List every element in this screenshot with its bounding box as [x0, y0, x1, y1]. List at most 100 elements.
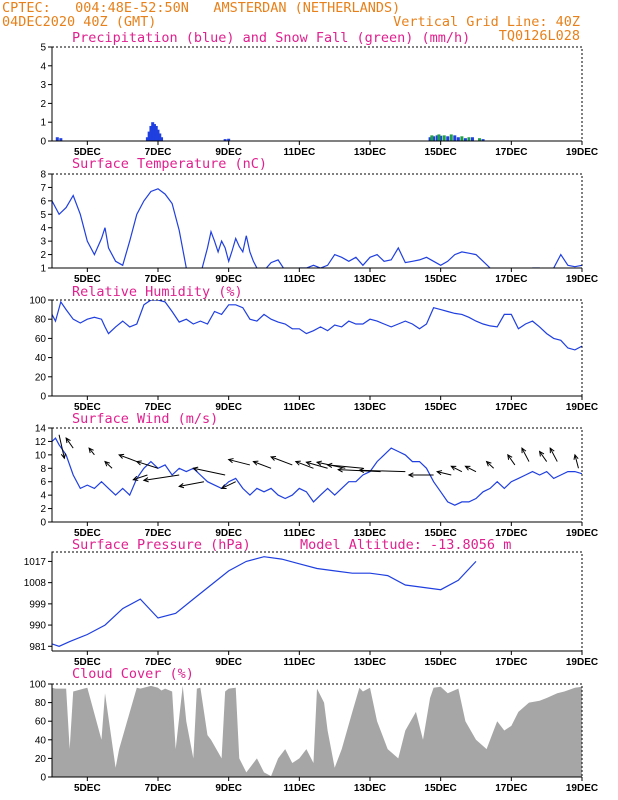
- precip-ytick-label: 1: [40, 118, 46, 129]
- precip-xtick-label: 15DEC: [425, 147, 457, 158]
- humidity-ytick-label: 20: [35, 372, 47, 383]
- humidity-ytick-label: 60: [35, 334, 47, 345]
- temperature-xtick-label: 13DEC: [354, 274, 386, 285]
- humidity-ytick-label: 40: [35, 353, 47, 364]
- pressure-xtick-label: 5DEC: [74, 657, 101, 668]
- pressure-xtick-label: 11DEC: [283, 657, 315, 668]
- wind-arrowhead: [549, 447, 555, 454]
- precip-bar: [158, 133, 162, 141]
- humidity-ytick-label: 0: [40, 392, 46, 403]
- wind-vector: [143, 474, 180, 481]
- wind-vector: [58, 434, 65, 459]
- wind-vector: [88, 447, 95, 456]
- pressure-frame: [51, 551, 583, 652]
- wind-vector: [359, 469, 406, 473]
- temperature-frame: [51, 173, 583, 269]
- header-line1: CPTEC: 004:48E-52:50N AMSTERDAN (NETHERL…: [2, 0, 400, 16]
- cloud-ytick-label: 0: [40, 773, 46, 784]
- precip-bar: [428, 137, 432, 141]
- pressure-xtick-label: 19DEC: [566, 657, 598, 668]
- wind-vector: [549, 447, 558, 462]
- pressure-ytick-label: 1008: [24, 578, 47, 589]
- wind-vector: [253, 461, 272, 469]
- wind-panel: Surface Wind (m/s) 0 2 4 6 8 10 12 14 5DEC 7DEC 9DE…: [35, 411, 598, 539]
- wind-arrowhead: [358, 467, 365, 474]
- cloud-ytick-label: 80: [35, 698, 47, 709]
- wind-arrowhead: [436, 470, 443, 476]
- temperature-title: Surface Temperature (nC): [72, 156, 267, 172]
- wind-xtick-label: 9DEC: [215, 528, 242, 539]
- precip-ytick-label: 3: [40, 80, 46, 91]
- precip-bar: [456, 137, 460, 141]
- snow-bar: [460, 136, 464, 141]
- wind-vector: [193, 467, 226, 476]
- wind-arrowhead: [132, 475, 139, 481]
- wind-xtick-label: 17DEC: [495, 528, 527, 539]
- pressure-ytick-label: 1017: [24, 557, 47, 568]
- cloud-xtick-label: 17DEC: [495, 783, 527, 794]
- cloud-xtick-label: 9DEC: [215, 783, 242, 794]
- header-grid-line: Vertical Grid Line: 40Z: [393, 14, 580, 30]
- temperature-ytick-label: 3: [40, 237, 46, 248]
- pressure-annotation: Model Altitude: -13.8056 m: [300, 537, 511, 553]
- wind-arrowhead: [135, 460, 142, 466]
- header-model: TQ0126L028: [499, 28, 580, 44]
- wind-xtick-label: 13DEC: [354, 528, 386, 539]
- pressure-xtick-label: 7DEC: [145, 657, 172, 668]
- temperature-ytick-label: 1: [40, 264, 46, 275]
- temperature-xtick-label: 11DEC: [283, 274, 315, 285]
- cloud-xtick-label: 15DEC: [425, 783, 457, 794]
- wind-xtick-label: 19DEC: [566, 528, 598, 539]
- cloud-title: Cloud Cover (%): [72, 666, 194, 682]
- wind-vector: [327, 464, 363, 469]
- precip-ytick-label: 2: [40, 99, 46, 110]
- cloud-xtick-label: 11DEC: [283, 783, 315, 794]
- precip-bar: [147, 131, 151, 141]
- precip-bar: [432, 136, 436, 141]
- precip-bar: [470, 137, 474, 141]
- precip-xtick-label: 17DEC: [495, 147, 527, 158]
- wind-vector: [437, 471, 452, 476]
- pressure-xtick-label: 9DEC: [215, 657, 242, 668]
- precip-bar: [435, 135, 439, 141]
- snow-bar: [478, 138, 482, 141]
- wind-arrowhead: [269, 455, 277, 461]
- pressure-line: [52, 556, 477, 647]
- pressure-ytick-label: 990: [29, 621, 46, 632]
- snow-bar: [449, 134, 453, 141]
- precip-bar: [156, 129, 160, 141]
- temperature-xtick-label: 17DEC: [495, 274, 527, 285]
- precip-bar: [55, 137, 59, 141]
- wind-arrowhead: [305, 460, 312, 466]
- precip-bar: [223, 139, 227, 141]
- wind-arrowhead: [573, 453, 579, 460]
- wind-vector: [221, 481, 236, 489]
- cloud-xtick-label: 13DEC: [354, 783, 386, 794]
- humidity-xtick-label: 5DEC: [74, 402, 101, 413]
- precip-bar: [463, 138, 467, 141]
- panels: Precipitation (blue) and Snow Fall (gree…: [24, 30, 598, 794]
- wind-arrowhead: [464, 465, 471, 471]
- precip-bar: [446, 136, 450, 141]
- snow-bar: [430, 135, 434, 141]
- precip-bar: [439, 135, 443, 141]
- snow-bar: [442, 135, 446, 141]
- precip-ytick-label: 5: [40, 43, 46, 54]
- humidity-xtick-label: 15DEC: [425, 402, 457, 413]
- pressure-ytick-label: 999: [29, 599, 46, 610]
- cloud-ytick-label: 60: [35, 717, 47, 728]
- wind-vector: [451, 465, 463, 473]
- temperature-xtick-label: 9DEC: [215, 274, 242, 285]
- wind-vector: [295, 461, 314, 469]
- precip-xtick-label: 11DEC: [283, 147, 315, 158]
- wind-arrowhead: [294, 460, 301, 466]
- precip-bar: [453, 135, 457, 141]
- temperature-xtick-label: 19DEC: [566, 274, 598, 285]
- precip-xtick-label: 9DEC: [215, 147, 242, 158]
- temperature-xtick-label: 7DEC: [145, 274, 172, 285]
- wind-arrowhead: [192, 466, 199, 472]
- wind-arrowhead: [315, 460, 322, 466]
- wind-vector: [574, 454, 579, 469]
- wind-title: Surface Wind (m/s): [72, 411, 218, 427]
